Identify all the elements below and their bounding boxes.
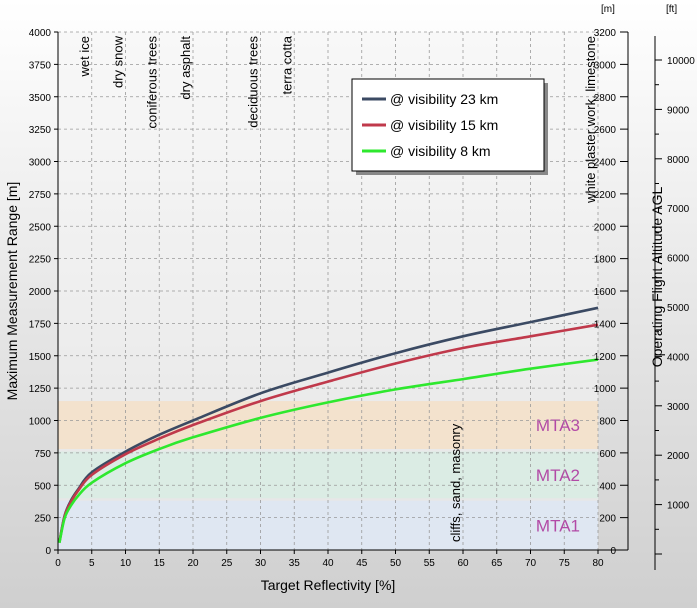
altitude-tick-label: 1600 xyxy=(594,287,617,298)
y-axis-title: Maximum Measurement Range [m] xyxy=(4,182,20,401)
altitude-tick-label: 2200 xyxy=(594,190,617,201)
x-tick-label: 0 xyxy=(55,558,61,569)
altitude-tick-label: 1800 xyxy=(594,255,617,266)
altitude-tick-label: 1400 xyxy=(594,319,617,330)
material-label: deciduous trees xyxy=(246,36,261,128)
altitude-tick-label: 800 xyxy=(599,417,616,428)
x-tick-label: 75 xyxy=(559,558,571,569)
material-label: dry asphalt xyxy=(178,36,193,100)
x-tick-label: 60 xyxy=(457,558,469,569)
feet-tick-label: 9000 xyxy=(667,105,690,116)
x-tick-label: 50 xyxy=(390,558,402,569)
unit-meters: [m] xyxy=(601,4,615,15)
altitude-tick-label: 400 xyxy=(599,481,616,492)
altitude-tick-label: 3000 xyxy=(594,60,617,71)
y-tick-label: 1750 xyxy=(29,319,52,330)
altitude-tick-label: 2400 xyxy=(594,158,617,169)
altitude-tick-label: 2800 xyxy=(594,93,617,104)
feet-tick-label: 10000 xyxy=(667,56,695,67)
y-tick-label: 3750 xyxy=(29,60,52,71)
material-label: terra cotta xyxy=(279,35,294,94)
altitude-tick-label: 600 xyxy=(599,449,616,460)
legend-label: @ visibility 23 km xyxy=(390,91,498,107)
x-tick-label: 30 xyxy=(255,558,267,569)
x-tick-label: 65 xyxy=(491,558,503,569)
feet-tick-label: 5000 xyxy=(667,303,690,314)
y-tick-label: 4000 xyxy=(29,28,52,39)
material-label: coniferous trees xyxy=(144,36,159,129)
legend-label: @ visibility 15 km xyxy=(390,117,498,133)
material-label: cliffs, sand, masonry xyxy=(448,423,463,542)
x-tick-label: 40 xyxy=(322,558,334,569)
feet-tick-label: 4000 xyxy=(667,352,690,363)
y-tick-label: 2500 xyxy=(29,222,52,233)
altitude-tick-label: 3200 xyxy=(594,28,617,39)
y-tick-label: 3250 xyxy=(29,125,52,136)
x-tick-label: 20 xyxy=(187,558,199,569)
x-tick-label: 5 xyxy=(89,558,95,569)
y-tick-label: 2750 xyxy=(29,190,52,201)
feet-tick-label: 3000 xyxy=(667,402,690,413)
altitude-tick-label: 2000 xyxy=(594,222,617,233)
feet-tick-label: 2000 xyxy=(667,451,690,462)
x-axis-title: Target Reflectivity [%] xyxy=(261,577,396,593)
y-tick-label: 3000 xyxy=(29,158,52,169)
material-label: white plaster work, limestone xyxy=(583,36,598,204)
band-label: MTA3 xyxy=(536,416,580,435)
y-tick-label: 1250 xyxy=(29,384,52,395)
y-tick-label: 750 xyxy=(34,449,51,460)
x-tick-label: 45 xyxy=(356,558,368,569)
series-line xyxy=(58,358,599,544)
x-tick-label: 10 xyxy=(120,558,132,569)
x-tick-label: 35 xyxy=(289,558,301,569)
right-axis-title: Operating Flight Altitude AGL xyxy=(649,187,665,368)
altitude-tick-label: 2600 xyxy=(594,125,617,136)
feet-tick-label: 1000 xyxy=(667,501,690,512)
series-line xyxy=(58,323,599,543)
altitude-tick-label: 0 xyxy=(610,546,616,557)
x-tick-label: 80 xyxy=(592,558,604,569)
y-tick-label: 3500 xyxy=(29,93,52,104)
feet-tick-label: 7000 xyxy=(667,204,690,215)
y-tick-label: 1500 xyxy=(29,352,52,363)
y-tick-label: 2250 xyxy=(29,255,52,266)
legend: @ visibility 23 km @ visibility 15 km @ vi… xyxy=(351,78,548,175)
x-tick-label: 15 xyxy=(154,558,166,569)
altitude-tick-label: 1200 xyxy=(594,352,617,363)
altitude-tick-label: 200 xyxy=(599,514,616,525)
x-tick-label: 25 xyxy=(221,558,233,569)
feet-tick-label: 8000 xyxy=(667,155,690,166)
unit-feet: [ft] xyxy=(666,4,677,15)
band-label: MTA1 xyxy=(536,516,580,535)
feet-tick-label: 6000 xyxy=(667,254,690,265)
x-tick-label: 55 xyxy=(424,558,436,569)
y-tick-label: 500 xyxy=(34,481,51,492)
altitude-tick-label: 1000 xyxy=(594,384,617,395)
y-tick-label: 1000 xyxy=(29,417,52,428)
band-label: MTA2 xyxy=(536,466,580,485)
y-tick-label: 0 xyxy=(45,546,51,557)
legend-label: @ visibility 8 km xyxy=(390,143,491,159)
x-tick-label: 70 xyxy=(525,558,537,569)
y-tick-label: 2000 xyxy=(29,287,52,298)
material-label: dry snow xyxy=(111,35,126,88)
y-tick-label: 250 xyxy=(34,514,51,525)
material-label: wet ice xyxy=(77,36,92,77)
